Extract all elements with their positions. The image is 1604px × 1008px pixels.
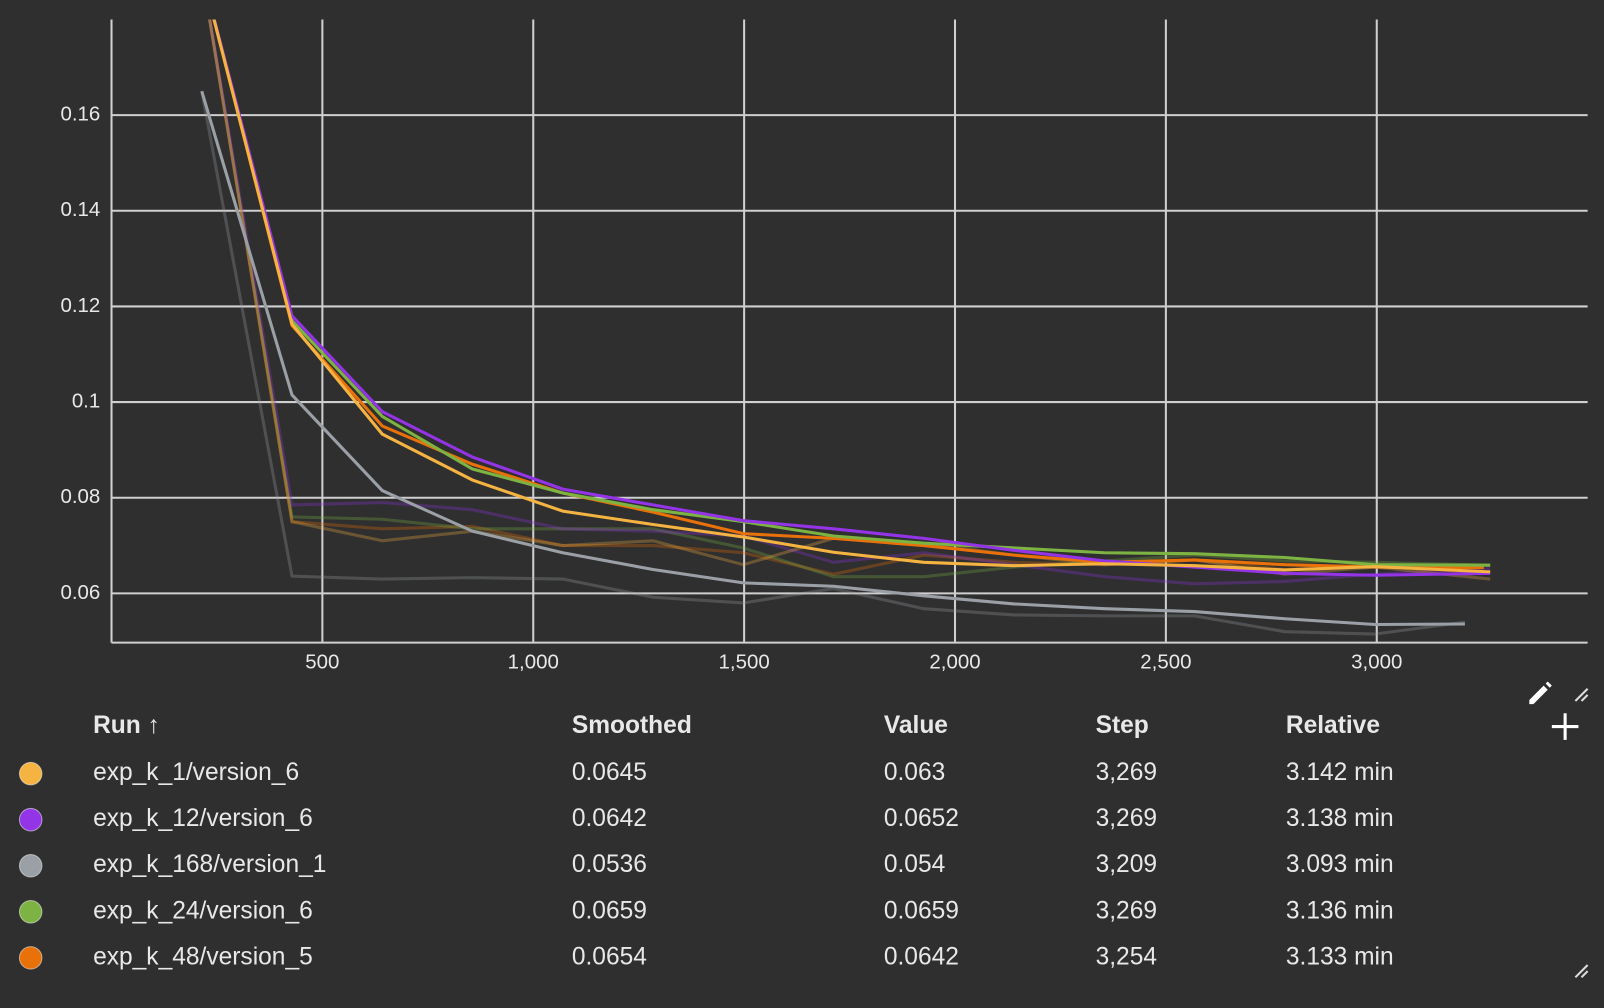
- add-column-button[interactable]: [1551, 713, 1579, 740]
- table-cell: 0.0654: [572, 943, 647, 970]
- table-cell: 3.138 min: [1286, 805, 1394, 832]
- smoothed-line: [212, 19, 1491, 567]
- run-name: exp_k_1/version_6: [93, 759, 299, 786]
- run-name: exp_k_12/version_6: [93, 805, 313, 832]
- table-cell: 3,269: [1096, 897, 1157, 924]
- smoothed-line: [212, 19, 1491, 577]
- smoothed-line: [200, 90, 1465, 627]
- x-tick-label: 2,500: [1140, 651, 1191, 674]
- table-cell: 3,254: [1096, 943, 1157, 970]
- column-header: Relative: [1286, 712, 1380, 739]
- column-header: Smoothed: [572, 712, 692, 739]
- run-name: exp_k_24/version_6: [93, 897, 313, 924]
- resize-handle: [1574, 687, 1589, 702]
- column-header: Value: [884, 712, 948, 739]
- run-name: exp_k_48/version_5: [93, 943, 313, 970]
- table-cell: 0.0642: [572, 805, 647, 832]
- y-tick-label: 0.08: [60, 485, 100, 508]
- y-tick-label: 0.16: [60, 103, 100, 126]
- data-table: Run ↑ Smoothed Value Step Relative exp_k_1/ve…: [18, 712, 1394, 970]
- edit-icon[interactable]: [1529, 681, 1552, 705]
- y-tick-label: 0.12: [60, 294, 100, 317]
- smoothed-line: [212, 19, 1484, 570]
- x-tick-label: 2,000: [929, 651, 980, 674]
- table-cell: 3.136 min: [1286, 897, 1394, 924]
- table-cell: 0.0642: [884, 943, 959, 970]
- x-tick-label: 1,500: [719, 651, 770, 674]
- run-name: exp_k_168/version_1: [93, 851, 326, 878]
- resize-icon[interactable]: [1574, 687, 1589, 702]
- y-tick-label: 0.06: [60, 581, 100, 604]
- grid: 0.06 0.08 0.1 0.12 0.14 0.16 500 1,000 1,500 2,00…: [60, 19, 1588, 674]
- smoothed-line: [212, 19, 1491, 574]
- run-color-dot: [18, 761, 43, 786]
- plus: [1551, 713, 1579, 740]
- table-cell: 0.063: [884, 759, 945, 786]
- column-header: Step: [1096, 712, 1149, 739]
- table-cell: 3,209: [1096, 851, 1157, 878]
- table-cell: 0.0645: [572, 759, 647, 786]
- x-tick-label: 500: [305, 651, 339, 674]
- table-cell: 0.0659: [884, 897, 959, 924]
- y-tick-label: 0.1: [72, 389, 100, 412]
- table-cell: 3.093 min: [1286, 851, 1394, 878]
- resize-handle[interactable]: [1574, 964, 1589, 979]
- raw-line: [200, 90, 1466, 636]
- table-cell: 3.142 min: [1286, 759, 1394, 786]
- column-header: Run ↑: [93, 712, 160, 739]
- y-tick-label: 0.14: [60, 198, 100, 221]
- table-cell: 3,269: [1096, 805, 1157, 832]
- table-cell: 3.133 min: [1286, 943, 1394, 970]
- run-color-dot: [18, 900, 43, 924]
- x-tick-label: 3,000: [1351, 651, 1402, 674]
- pencil: [1529, 681, 1552, 705]
- table-cell: 3,269: [1096, 759, 1157, 786]
- table-cell: 0.0659: [572, 897, 647, 924]
- raw-line: [208, 19, 1485, 576]
- table-cell: 0.054: [884, 851, 945, 878]
- run-color-dot: [18, 853, 43, 878]
- plot-area: [200, 19, 1491, 636]
- run-color-dot: [18, 807, 43, 832]
- table-cell: 0.0652: [884, 805, 959, 832]
- raw-line: [208, 19, 1491, 579]
- table-cell: 0.0536: [572, 851, 647, 878]
- run-color-dot: [18, 946, 43, 970]
- x-tick-label: 1,000: [508, 651, 559, 674]
